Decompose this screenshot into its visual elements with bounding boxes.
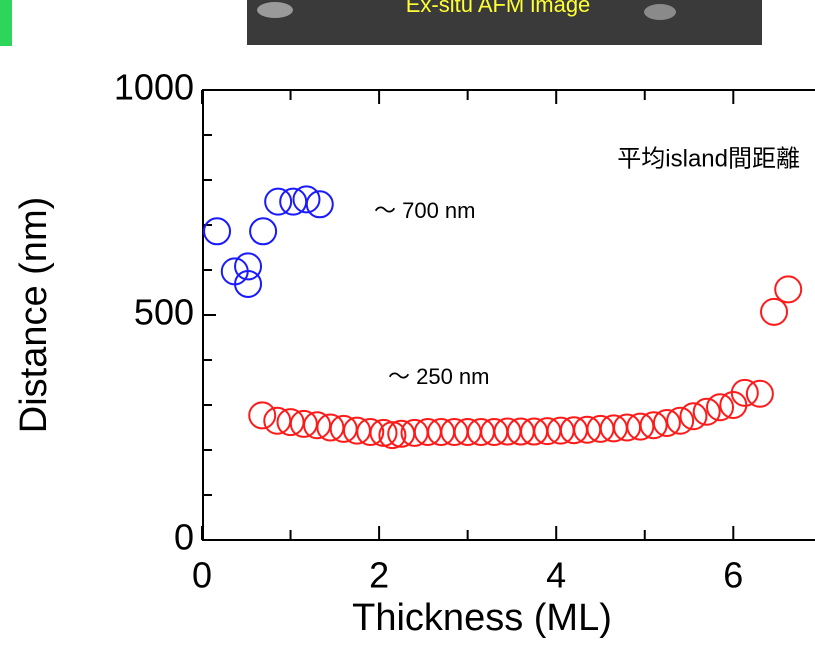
side-accent bbox=[0, 0, 12, 46]
annotation: ～ 700 nm bbox=[374, 198, 476, 223]
data-point bbox=[694, 399, 720, 425]
x-tick-label: 0 bbox=[192, 555, 212, 596]
image-caption: Ex-situ AFM image bbox=[406, 0, 591, 17]
data-point bbox=[775, 276, 801, 302]
afm-image-spot bbox=[644, 4, 676, 20]
data-point bbox=[250, 218, 276, 244]
x-tick-label: 2 bbox=[369, 555, 389, 596]
annotation: ～ 250 nm bbox=[388, 364, 490, 389]
data-point bbox=[761, 299, 787, 325]
y-tick-label: 500 bbox=[134, 292, 194, 333]
chart: Ex-situ AFM image 平均island間距離 ～ 700 nm ～… bbox=[0, 0, 815, 640]
data-point bbox=[680, 403, 706, 429]
data-point bbox=[747, 381, 773, 407]
y-tick-label: 0 bbox=[174, 517, 194, 558]
y-tick-label: 1000 bbox=[114, 67, 194, 108]
y-axis-label: Distance (nm) bbox=[13, 197, 55, 434]
data-point bbox=[265, 189, 291, 215]
data-point bbox=[249, 402, 275, 428]
x-axis-label: Thickness (ML) bbox=[352, 597, 612, 639]
x-tick-label: 6 bbox=[723, 555, 743, 596]
annotation: 平均island間距離 bbox=[617, 145, 800, 172]
afm-image-spot bbox=[257, 2, 293, 18]
x-tick-label: 4 bbox=[546, 555, 566, 596]
data-point bbox=[204, 218, 230, 244]
